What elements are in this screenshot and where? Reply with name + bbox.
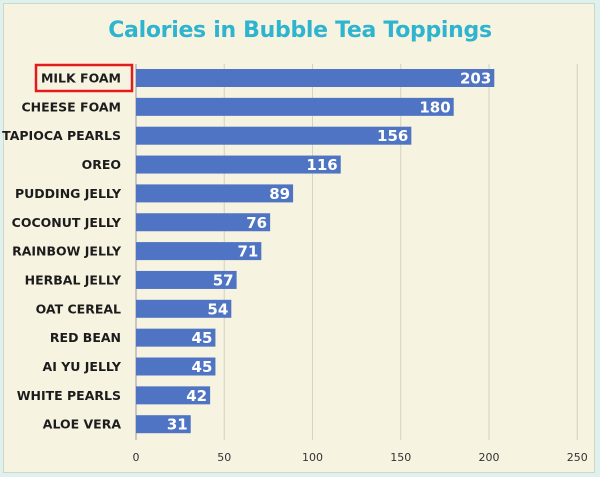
x-tick-label: 200 [479,451,500,464]
bar [136,155,341,174]
category-label: HERBAL JELLY [25,272,122,287]
bar-value-label: 31 [167,416,188,434]
bar-value-label: 76 [246,214,267,232]
highlight-box [34,63,134,93]
category-label: AI YU JELLY [43,359,122,374]
category-label: CHEESE FOAM [21,99,121,114]
x-tick-label: 250 [567,451,588,464]
x-tick-label: 100 [302,451,323,464]
category-label: OREO [82,157,121,172]
bar [136,213,271,232]
bar-value-label: 180 [419,98,450,116]
bar-value-label: 54 [207,300,228,318]
category-label: COCONUT JELLY [12,215,122,230]
category-label: WHITE PEARLS [17,388,121,403]
bar [136,386,211,405]
bar-value-label: 89 [269,185,290,203]
category-label: PUDDING JELLY [15,186,122,201]
bar-value-label: 57 [213,271,234,289]
category-label: MILK FOAM [41,71,121,86]
x-tick-label: 0 [133,451,140,464]
bar [136,270,237,289]
category-label: TAPIOCA PEARLS [2,128,121,143]
bar [136,242,262,261]
bar [136,126,412,145]
bar [136,328,216,347]
bar [136,69,495,87]
category-label: RAINBOW JELLY [12,244,122,259]
x-tick-label: 150 [390,451,411,464]
bar-value-label: 203 [460,70,491,88]
bar-value-label: 116 [306,156,337,174]
bar-value-label: 45 [192,358,213,376]
bar-value-label: 156 [377,127,408,145]
category-label: ALOE VERA [43,417,122,432]
bar [136,97,454,116]
category-label: RED BEAN [50,330,121,345]
bar [136,299,232,318]
bar [136,357,216,376]
bar [136,415,191,434]
category-label: OAT CEREAL [36,301,121,316]
x-tick-label: 50 [217,451,231,464]
chart-title: Calories in Bubble Tea Toppings [108,18,492,43]
bar-value-label: 45 [192,329,213,347]
bar-value-label: 42 [186,387,207,405]
bar-value-label: 71 [237,243,258,261]
bar [136,184,294,203]
